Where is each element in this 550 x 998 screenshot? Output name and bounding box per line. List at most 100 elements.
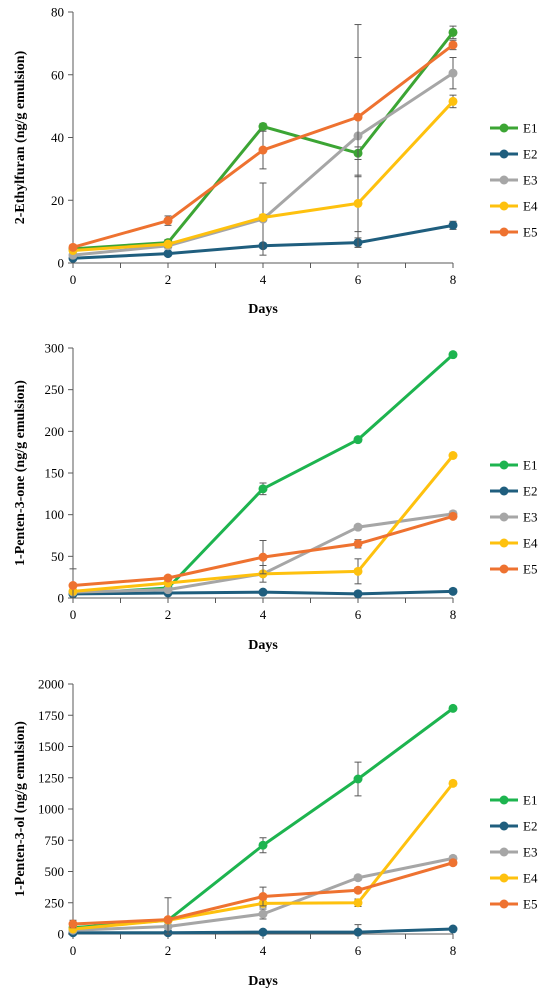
legend-label: E1 bbox=[523, 121, 537, 136]
data-point-E4 bbox=[353, 898, 363, 908]
data-point-E5 bbox=[448, 40, 458, 50]
legend-label: E2 bbox=[523, 147, 537, 162]
legend-label: E3 bbox=[523, 845, 537, 860]
data-point-E2 bbox=[353, 589, 363, 599]
data-point-E3 bbox=[163, 585, 173, 595]
data-point-E2 bbox=[448, 220, 458, 230]
data-point-E5 bbox=[353, 539, 363, 549]
x-tick-label: 4 bbox=[260, 943, 267, 958]
data-point-E4 bbox=[163, 239, 173, 249]
data-point-E1 bbox=[448, 27, 458, 37]
legend-swatch-marker bbox=[499, 795, 509, 805]
data-point-E2 bbox=[163, 249, 173, 259]
x-axis-title: Days bbox=[248, 302, 278, 317]
series-E5 bbox=[68, 511, 458, 599]
x-tick-label: 8 bbox=[450, 943, 457, 958]
legend-label: E1 bbox=[523, 458, 537, 473]
y-tick-label: 50 bbox=[51, 549, 64, 564]
x-tick-label: 4 bbox=[260, 607, 267, 622]
y-tick-label: 20 bbox=[51, 193, 64, 208]
data-point-E5 bbox=[353, 112, 363, 122]
legend-label: E5 bbox=[523, 562, 537, 577]
data-point-E1 bbox=[258, 122, 268, 132]
y-axis-title: 1-Penten-3-one (ng/g emulsion) bbox=[13, 380, 28, 566]
x-axis-title: Days bbox=[248, 638, 278, 653]
legend-swatch-marker bbox=[499, 149, 509, 159]
y-tick-label: 1000 bbox=[38, 802, 64, 817]
data-point-E5 bbox=[68, 919, 78, 929]
legend: E1 E2 E3 E4 E5 bbox=[490, 458, 538, 577]
y-tick-label: 0 bbox=[58, 591, 65, 606]
data-point-E4 bbox=[353, 198, 363, 208]
x-tick-label: 6 bbox=[355, 943, 362, 958]
data-point-E1 bbox=[258, 840, 268, 850]
data-point-E2 bbox=[353, 927, 363, 937]
legend: E1 E2 E3 E4 E5 bbox=[490, 793, 538, 912]
legend-swatch-marker bbox=[499, 538, 509, 548]
x-tick-label: 6 bbox=[355, 607, 362, 622]
x-tick-label: 2 bbox=[165, 607, 172, 622]
data-point-E3 bbox=[353, 522, 363, 532]
legend-label: E4 bbox=[523, 199, 538, 214]
legend-swatch-marker bbox=[499, 899, 509, 909]
legend-swatch-marker bbox=[499, 847, 509, 857]
data-point-E5 bbox=[448, 858, 458, 868]
data-point-E4 bbox=[258, 213, 268, 223]
y-tick-label: 1250 bbox=[38, 770, 64, 785]
x-tick-label: 0 bbox=[70, 272, 77, 287]
data-point-E1 bbox=[448, 350, 458, 360]
legend-label: E2 bbox=[523, 484, 537, 499]
legend-label: E5 bbox=[523, 225, 537, 240]
data-point-E3 bbox=[258, 909, 268, 919]
series-E2 bbox=[68, 924, 458, 938]
legend-label: E4 bbox=[523, 871, 538, 886]
data-point-E4 bbox=[353, 566, 363, 576]
y-tick-label: 750 bbox=[45, 833, 65, 848]
x-axis-title: Days bbox=[248, 974, 278, 989]
data-point-E5 bbox=[258, 145, 268, 155]
x-tick-label: 8 bbox=[450, 607, 457, 622]
y-tick-label: 1750 bbox=[38, 708, 64, 723]
data-point-E5 bbox=[68, 581, 78, 590]
x-tick-label: 2 bbox=[165, 272, 172, 287]
y-axis-title: 1-Penten-3-ol (ng/g emulsion) bbox=[13, 721, 28, 897]
legend-swatch-marker bbox=[499, 564, 509, 574]
data-point-E4 bbox=[448, 96, 458, 106]
legend-swatch-marker bbox=[499, 123, 509, 133]
chart-panel-2: 0 50 100 150 200 250 300 0 2 4 6 8 Days 1-Penten-3-on… bbox=[13, 341, 538, 654]
data-point-E3 bbox=[448, 68, 458, 78]
legend-swatch-marker bbox=[499, 460, 509, 470]
data-point-E4 bbox=[448, 451, 458, 460]
data-point-E5 bbox=[163, 915, 173, 925]
data-point-E3 bbox=[353, 873, 363, 883]
legend-label: E3 bbox=[523, 173, 537, 188]
y-tick-label: 0 bbox=[58, 927, 65, 942]
legend-label: E4 bbox=[523, 536, 538, 551]
legend-swatch-marker bbox=[499, 201, 509, 211]
legend: E1 E2 E3 E4 E5 bbox=[490, 121, 538, 240]
data-point-E2 bbox=[258, 927, 268, 937]
data-point-E5 bbox=[448, 511, 458, 521]
y-tick-label: 150 bbox=[45, 466, 65, 481]
data-point-E5 bbox=[163, 573, 173, 583]
chart-panel-3: 0 250 500 750 1000 1250 1500 1750 2000 0 2 4 6 8 Days 1… bbox=[13, 677, 538, 990]
y-tick-label: 2000 bbox=[38, 677, 64, 692]
y-axis-title: 2-Ethylfuran (ng/g emulsion) bbox=[13, 50, 28, 224]
y-tick-label: 1500 bbox=[38, 739, 64, 754]
y-tick-label: 200 bbox=[45, 424, 65, 439]
x-tick-label: 8 bbox=[450, 272, 457, 287]
data-point-E5 bbox=[258, 892, 268, 901]
data-point-E1 bbox=[448, 703, 458, 713]
y-tick-label: 500 bbox=[45, 864, 65, 879]
y-tick-label: 80 bbox=[51, 5, 64, 20]
chart-panel-1: 0 20 40 60 80 0 2 4 6 8 Days 2-Ethylfuran (ng/g emu… bbox=[13, 5, 538, 318]
x-tick-label: 2 bbox=[165, 943, 172, 958]
data-point-E5 bbox=[68, 242, 78, 252]
data-point-E4 bbox=[448, 778, 458, 788]
legend-swatch-marker bbox=[499, 512, 509, 522]
x-tick-label: 0 bbox=[70, 607, 77, 622]
y-tick-label: 100 bbox=[45, 507, 65, 522]
data-point-E2 bbox=[258, 587, 268, 597]
